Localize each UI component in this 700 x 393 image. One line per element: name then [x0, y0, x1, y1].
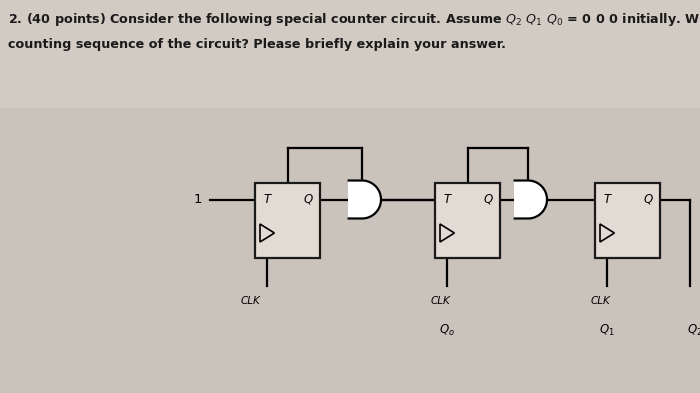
Text: CLK: CLK [590, 296, 610, 306]
Polygon shape [514, 180, 547, 219]
Bar [255, 183, 320, 258]
Bar [435, 183, 500, 258]
Text: T: T [603, 193, 610, 206]
Bar [595, 183, 660, 258]
Text: 2. (40 points) Consider the following special counter circuit. Assume $Q_2\ Q_1\: 2. (40 points) Consider the following sp… [8, 11, 700, 28]
Polygon shape [349, 180, 381, 219]
Text: Q: Q [304, 193, 313, 206]
Text: $Q_2$: $Q_2$ [687, 323, 700, 338]
Text: Q: Q [644, 193, 653, 206]
Text: CLK: CLK [240, 296, 260, 306]
Text: T: T [263, 193, 270, 206]
Text: Q: Q [484, 193, 493, 206]
Text: counting sequence of the circuit? Please briefly explain your answer.: counting sequence of the circuit? Please… [8, 38, 506, 51]
Text: $Q_o$: $Q_o$ [439, 323, 455, 338]
Text: CLK: CLK [430, 296, 450, 306]
Text: 1: 1 [193, 193, 202, 206]
Text: $Q_1$: $Q_1$ [599, 323, 615, 338]
Text: T: T [443, 193, 450, 206]
